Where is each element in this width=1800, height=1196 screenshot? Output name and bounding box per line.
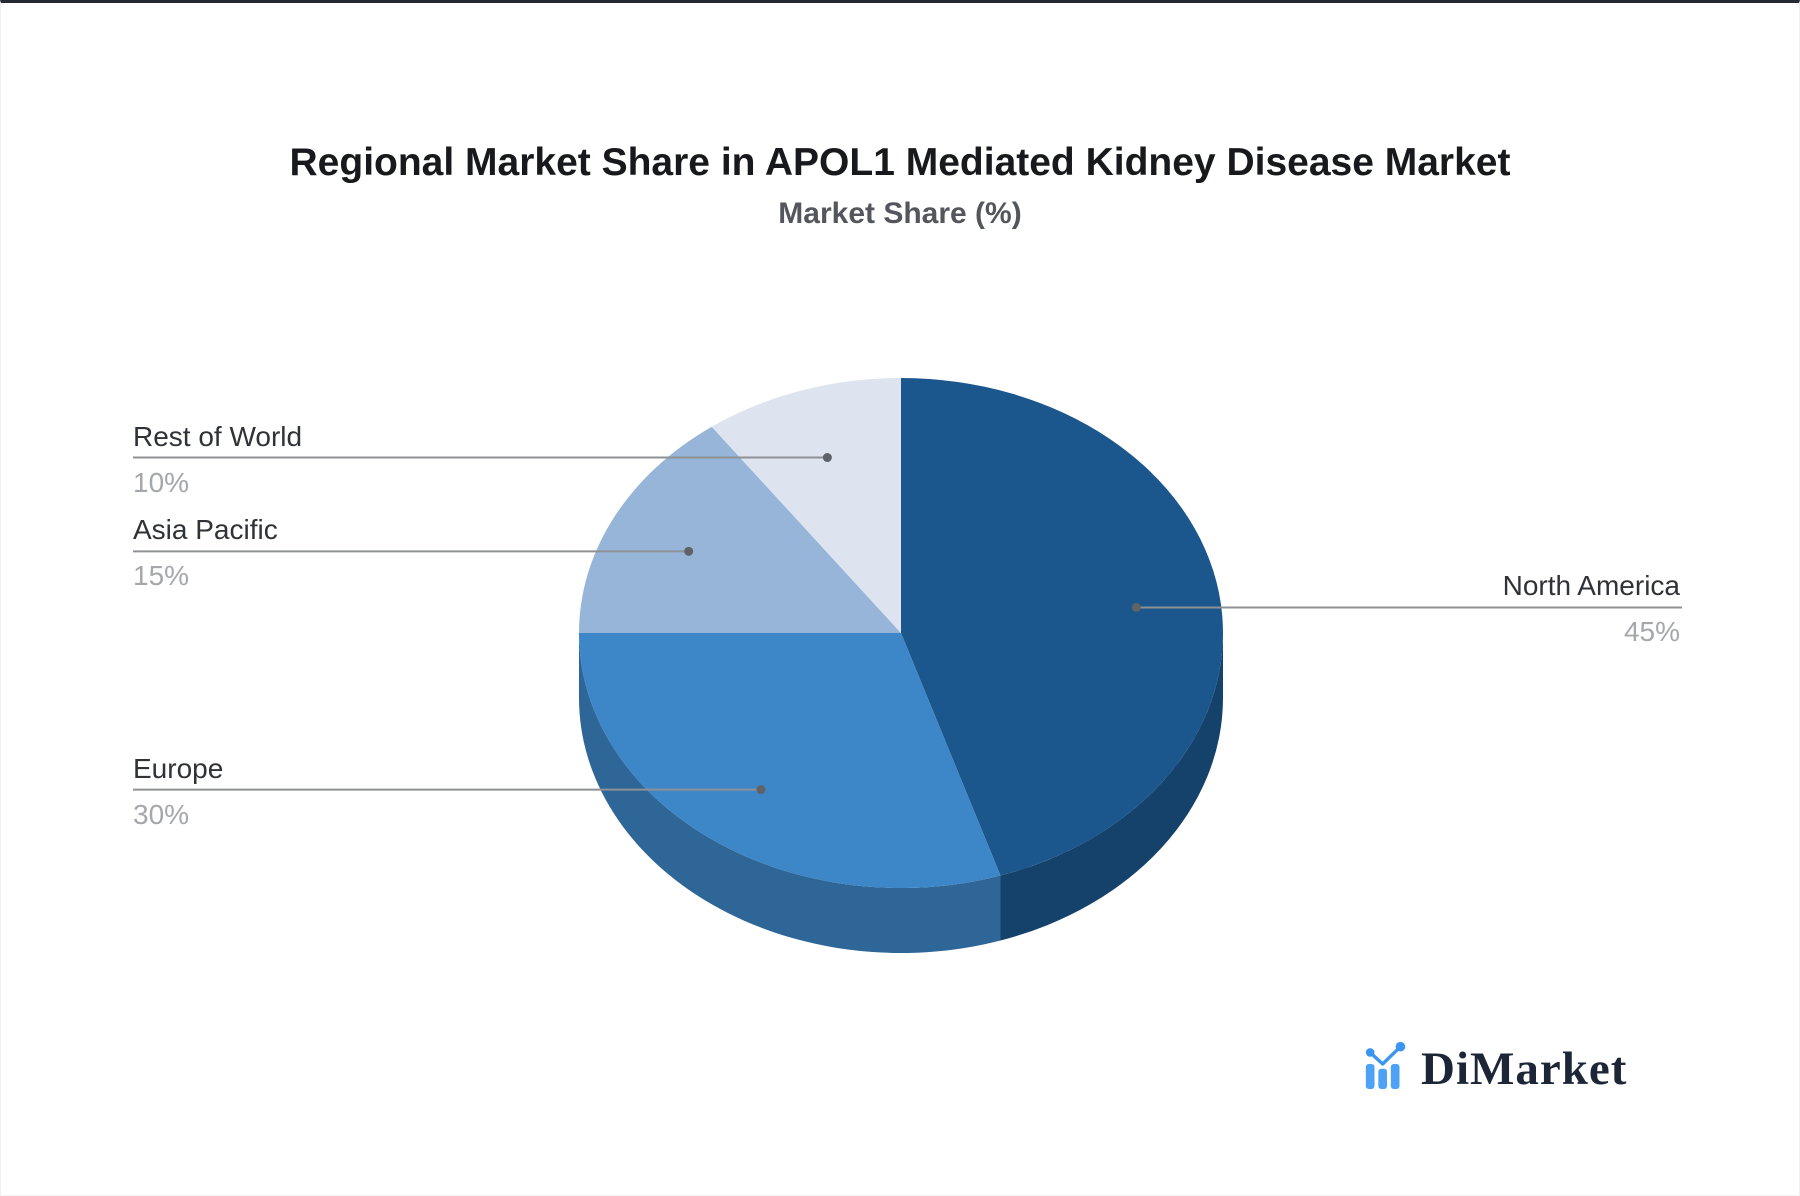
slice-name: Europe [133, 752, 224, 784]
slice-name: Asia Pacific [133, 514, 278, 546]
slice-name: North America [1502, 570, 1680, 602]
pie-slice-rest-of-world[interactable] [711, 378, 901, 633]
bar-chart-logo-icon [1365, 1041, 1406, 1089]
leader-dot [822, 453, 832, 463]
slice-percent: 45% [1623, 616, 1680, 648]
slice-percent: 15% [133, 560, 190, 592]
chart-subtitle: Market Share (%) [778, 197, 1022, 230]
pie-slice-europe[interactable] [579, 633, 1001, 888]
leader-dot [756, 785, 766, 795]
leader-dot [1131, 602, 1141, 612]
slice-percent: 10% [133, 466, 190, 498]
pie-chart [133, 378, 1682, 953]
leader-dot [684, 546, 694, 556]
logo-text: DiMarket [1421, 1043, 1628, 1095]
pie-slice-side [579, 633, 1001, 953]
slice-name: Rest of World [133, 420, 303, 452]
slice-percent: 30% [133, 798, 190, 830]
pie-slice-side [1000, 633, 1223, 941]
pie-slice-asia-pacific[interactable] [579, 426, 901, 633]
pie-slice-north-america[interactable] [901, 378, 1224, 876]
label-europe: Europe 30% [133, 752, 223, 832]
chart-title: Regional Market Share in APOL1 Mediated … [289, 141, 1511, 184]
label-asia-pacific: Asia Pacific 15% [133, 513, 278, 593]
label-rest-of-world: Rest of World 10% [133, 420, 302, 500]
dimarket-logo: DiMarket [1365, 1039, 1627, 1093]
label-north-america: North America 45% [1503, 569, 1680, 649]
